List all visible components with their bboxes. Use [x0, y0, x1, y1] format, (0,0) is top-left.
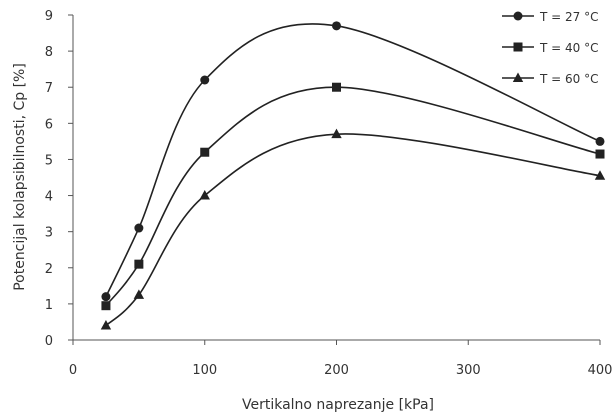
axes: [72, 15, 600, 341]
data-point-square: [200, 147, 210, 157]
data-point-triangle: [100, 320, 112, 330]
x-axis-title: Vertikalno naprezanje [kPa]: [242, 397, 434, 413]
series-3: [100, 128, 606, 330]
data-point-circle: [595, 136, 605, 146]
x-tick-label: 100: [192, 363, 217, 378]
series-2: [101, 82, 605, 311]
x-tick-label: 200: [324, 363, 349, 378]
data-point-circle: [332, 21, 341, 31]
y-tick-label: 6: [45, 117, 53, 132]
data-point-square: [332, 82, 341, 92]
data-point-triangle: [133, 289, 145, 299]
x-tick-label: 400: [588, 363, 613, 378]
y-tick-label: 1: [45, 298, 53, 313]
data-point-triangle: [594, 170, 606, 180]
data-point-square: [101, 301, 111, 311]
y-tick-label: 3: [45, 226, 53, 241]
data-point-square: [134, 259, 144, 269]
legend: T = 27 °C T = 40 °C T = 60 °C: [502, 10, 598, 86]
y-tick-label: 0: [45, 334, 53, 349]
legend-item: T = 40 °C: [502, 41, 598, 55]
x-ticks: 0 100 200 300 400: [69, 340, 613, 378]
data-point-circle: [200, 75, 210, 85]
series-line: [105, 86, 601, 307]
legend-marker-circle: [513, 11, 523, 21]
y-tick-label: 2: [45, 262, 53, 277]
data-point-square: [595, 149, 605, 159]
x-tick-label: 0: [69, 363, 77, 378]
y-tick-label: 9: [45, 9, 53, 24]
series-line: [105, 133, 601, 327]
legend-label: T = 60 °C: [539, 72, 598, 86]
data-point-circle: [134, 223, 144, 233]
y-tick-label: 8: [45, 45, 53, 60]
y-axis-title: Potencijal kolapsibilnosti, Cp [%]: [12, 63, 28, 291]
data-point-triangle: [199, 190, 210, 200]
y-tick-label: 5: [45, 153, 53, 168]
legend-label: T = 27 °C: [539, 10, 598, 24]
series-1: [101, 21, 605, 302]
x-tick-label: 300: [456, 363, 481, 378]
legend-marker-square: [513, 42, 523, 52]
y-tick-label: 4: [45, 190, 53, 205]
legend-label: T = 40 °C: [539, 41, 598, 55]
y-tick-label: 7: [45, 81, 53, 96]
data-point-circle: [101, 292, 111, 302]
y-ticks: 0 1 2 3 4 5 6 7 8 9: [45, 9, 73, 349]
data-point-triangle: [331, 128, 342, 139]
legend-marker-triangle: [512, 72, 524, 82]
legend-item: T = 60 °C: [502, 72, 598, 86]
legend-item: T = 27 °C: [502, 10, 598, 24]
series-group: [100, 21, 606, 330]
